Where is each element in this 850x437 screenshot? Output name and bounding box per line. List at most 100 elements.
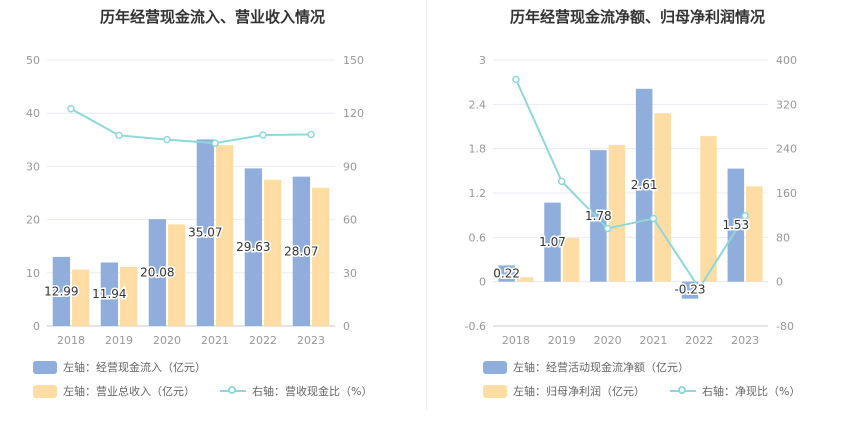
x-tick-label: 2022 (249, 334, 277, 345)
legend-swatch-line (220, 385, 246, 397)
y-tick-label-left: 2.4 (469, 98, 487, 111)
bar-series-2 (608, 144, 626, 282)
line-point (163, 135, 171, 144)
legend-item-revenue[interactable]: 左轴：营业总收入（亿元） (33, 383, 195, 399)
line-series (70, 107, 312, 145)
bar-series-2 (562, 238, 580, 282)
y-tick-label-right: 80 (776, 231, 790, 244)
y-tick-label-left: 30 (26, 160, 40, 173)
y-tick-label-left: 0.6 (469, 231, 487, 244)
data-label: 28.07 (284, 244, 318, 258)
line-point (695, 284, 703, 293)
x-tick-label: 2020 (153, 334, 181, 345)
y-tick-label-right: 60 (343, 214, 357, 227)
bar-series-1 (544, 202, 561, 282)
y-tick-label-right: 160 (776, 187, 797, 200)
legend-item-cash-inflow[interactable]: 左轴：经营现金流入（亿元） (33, 359, 206, 375)
legend-swatch-bar-orange (33, 384, 57, 398)
legend-label: 左轴：经营活动现金流净额（亿元） (513, 361, 689, 374)
x-tick-label: 2018 (57, 334, 85, 345)
x-tick-label: 2023 (731, 334, 759, 345)
legend-label: 左轴：经营现金流入（亿元） (63, 361, 206, 374)
line-point (259, 131, 267, 139)
data-label: 20.08 (140, 266, 174, 280)
y-tick-label-left: 3 (479, 54, 486, 67)
bar-series-2 (264, 179, 282, 326)
bar-series-2 (516, 277, 534, 282)
chart-panel-net-cash-profit: 历年经营现金流净额、归母净利润情况 -0.6 -80 0 0 0.6 80 1.2 160 1.… (425, 0, 850, 437)
line-point (649, 214, 658, 223)
y-tick-label-left: 0 (33, 320, 40, 333)
data-label: 2.61 (631, 178, 658, 192)
y-tick-label-right: 150 (343, 54, 364, 67)
y-tick-label-right: -80 (776, 320, 794, 333)
bar-series-2 (216, 145, 234, 326)
y-tick-label-right: 320 (776, 98, 797, 111)
bar-series-1 (727, 168, 745, 282)
bar-series-1 (590, 150, 607, 282)
y-tick-label-right: 0 (343, 320, 350, 333)
line-point (211, 139, 219, 147)
bar-series-2 (654, 113, 671, 282)
y-tick-label-right: 240 (776, 143, 797, 156)
legend-item-cash-ratio[interactable]: 右轴：营收现金比（%） (220, 383, 372, 399)
x-tick-label: 2022 (685, 334, 713, 345)
line-point (512, 75, 520, 84)
line-point (307, 130, 315, 139)
x-tick-label: 2018 (502, 334, 530, 345)
bar-series-1 (196, 139, 214, 326)
chart-panel-cash-inflow-revenue: 历年经营现金流入、营业收入情况 0 0 10 30 20 60 30 90 40 120 50 150… (26, 8, 372, 399)
legend-swatch-bar-blue (483, 360, 507, 374)
legend-label: 右轴：净现比（%） (702, 385, 801, 398)
data-label: 0.22 (493, 267, 520, 281)
data-label: -0.23 (674, 283, 705, 297)
legend-item-net-operating-cash[interactable]: 左轴：经营活动现金流净额（亿元） (483, 359, 689, 375)
x-tick-label: 2019 (548, 334, 576, 345)
legend-item-net-profit[interactable]: 左轴：归母净利润（亿元） (483, 383, 645, 399)
y-tick-label-left: 20 (26, 214, 40, 227)
x-tick-label: 2020 (594, 334, 622, 345)
bar-series-1 (635, 88, 653, 282)
data-label: 35.07 (188, 226, 222, 240)
chart-plot-net-cash-profit: -0.6 -80 0 0 0.6 80 1.2 160 1.8 240 2.4 320 3 400 2018… (465, 54, 797, 345)
x-tick-label: 2021 (201, 334, 229, 345)
data-label: 1.78 (585, 209, 612, 223)
y-tick-label-left: 50 (26, 54, 40, 67)
line-series (515, 78, 746, 291)
y-tick-label-left: 1.2 (469, 187, 487, 200)
data-label: 12.99 (44, 284, 78, 298)
y-tick-label-right: 400 (776, 54, 797, 67)
bar-series-2 (746, 186, 763, 282)
y-tick-label-left: -0.6 (465, 320, 486, 333)
y-tick-label-left: 40 (26, 107, 40, 120)
line-point (115, 131, 123, 140)
bar-series-2 (168, 224, 186, 326)
bar-series-1 (52, 256, 70, 326)
legend-label: 左轴：归母净利润（亿元） (513, 385, 645, 398)
legend-swatch-bar-blue (33, 360, 57, 374)
data-label: 1.53 (722, 218, 749, 232)
y-tick-label-left: 0 (479, 276, 486, 289)
legend-swatch-line (670, 385, 696, 397)
legend-label: 右轴：营收现金比（%） (252, 385, 373, 398)
bar-series-2 (700, 136, 717, 282)
legend-swatch-bar-orange (483, 384, 507, 398)
legend-item-net-cash-ratio[interactable]: 右轴：净现比（%） (670, 383, 800, 399)
bar-series-1 (498, 265, 515, 282)
bar-series-2 (72, 269, 90, 326)
bar-series-1 (100, 262, 118, 326)
legend-label: 左轴：营业总收入（亿元） (63, 385, 195, 398)
line-point (67, 105, 75, 113)
data-label: 1.07 (539, 235, 566, 249)
bar-series-1 (244, 168, 262, 326)
y-tick-label-right: 90 (343, 160, 357, 173)
bar-series-1 (681, 281, 699, 299)
data-label: 11.94 (92, 287, 126, 301)
y-tick-label-right: 120 (343, 107, 364, 120)
x-tick-label: 2023 (297, 334, 325, 345)
bar-series-2 (120, 266, 138, 326)
data-label: 29.63 (236, 240, 270, 254)
bar-series-1 (148, 219, 166, 326)
x-tick-label: 2021 (639, 334, 667, 345)
line-point (558, 177, 566, 186)
